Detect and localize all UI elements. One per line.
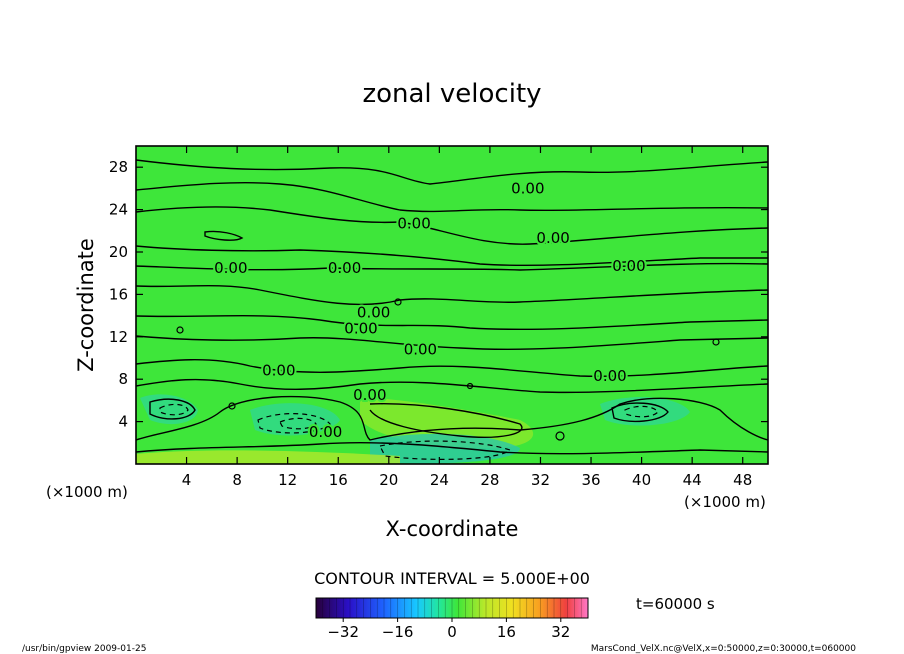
- colorbar-tick-label: 16: [497, 623, 516, 641]
- contour-label: 0.00: [344, 319, 377, 337]
- contour-label: 0.00: [593, 367, 626, 385]
- time-label: t=60000 s: [636, 595, 715, 613]
- colorbar-segments: [322, 598, 582, 618]
- x-tick-label: 8: [232, 471, 242, 489]
- contour-label: 0.00: [404, 341, 437, 359]
- small-cells: [176, 298, 720, 441]
- negative-contours: [159, 403, 659, 460]
- footer-right: MarsCond_VelX.nc@VelX,x=0:50000,z=0:3000…: [591, 644, 856, 654]
- x-tick-label: 28: [480, 471, 499, 489]
- x-unit-label: (×1000 m): [684, 493, 766, 511]
- x-tick-label: 20: [379, 471, 398, 489]
- colorbar-tick-label: 32: [551, 623, 570, 641]
- y-unit-label: (×1000 m): [46, 483, 128, 501]
- contour-label: 0.00: [612, 257, 645, 275]
- positive-anomaly: [136, 450, 400, 464]
- y-tick-label: 24: [109, 201, 128, 219]
- x-tick-label: 32: [531, 471, 550, 489]
- footer-left: /usr/bin/gpview 2009-01-25: [22, 644, 146, 654]
- contour-lines: [136, 159, 768, 455]
- y-tick-label: 28: [109, 158, 128, 176]
- y-tick-label: 16: [109, 285, 128, 303]
- x-tick-label: 4: [182, 471, 192, 489]
- x-tick-label: 12: [278, 471, 297, 489]
- contour-label: 0.00: [397, 214, 430, 232]
- y-tick-label: 12: [109, 328, 128, 346]
- y-tick-label: 8: [118, 370, 128, 388]
- y-tick-label: 20: [109, 243, 128, 261]
- colorbar-tick-label: 0: [447, 623, 457, 641]
- x-axis-label: X-coordinate: [386, 517, 519, 541]
- plot-frame: [135, 145, 769, 465]
- contour-label: 0.00: [309, 423, 342, 441]
- x-tick-label: 44: [683, 471, 702, 489]
- x-tick-label: 36: [581, 471, 600, 489]
- plot-area: 0.000.000.000.00 0.00 0.000.000.000.000.00…: [136, 146, 768, 464]
- x-tick-label: 48: [733, 471, 752, 489]
- x-tick-label: 16: [329, 471, 348, 489]
- y-axis-label: Z-coordinate: [74, 238, 98, 372]
- contour-label: 0.00: [353, 386, 386, 404]
- chart-title: zonal velocity: [362, 79, 541, 109]
- contour-label: 0.00: [511, 179, 544, 197]
- negative-anomaly: [370, 433, 520, 464]
- contour-label: 0.00: [262, 362, 295, 380]
- contour-label: 0.00: [357, 303, 390, 321]
- contour-label: 0.00: [214, 259, 247, 277]
- colorbar-tick-label: −16: [382, 623, 414, 641]
- x-tick-label: 40: [632, 471, 651, 489]
- contour-label: 0.00: [536, 229, 569, 247]
- colorbar-tick-label: −32: [327, 623, 359, 641]
- negative-anomaly: [250, 403, 340, 436]
- x-tick-label: 24: [430, 471, 449, 489]
- y-tick-label: 4: [118, 413, 128, 431]
- contour-label: 0.00: [328, 259, 361, 277]
- contour-interval-text: CONTOUR INTERVAL = 5.000E+00: [314, 569, 590, 588]
